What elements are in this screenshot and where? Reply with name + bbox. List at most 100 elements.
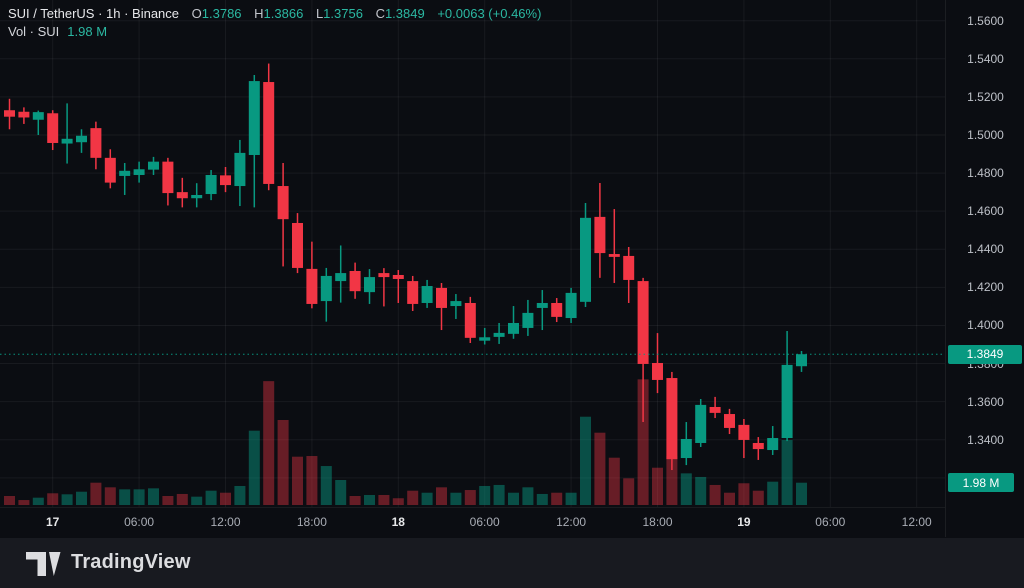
candle-body bbox=[695, 404, 707, 443]
candle-body bbox=[652, 362, 663, 380]
candle-body bbox=[724, 414, 735, 428]
volume-bar bbox=[104, 487, 116, 505]
candle-body bbox=[536, 302, 548, 308]
candle-body bbox=[738, 424, 750, 440]
volume-bar bbox=[637, 379, 649, 505]
time-tick-label: 06:00 bbox=[815, 515, 846, 529]
candle-body bbox=[522, 312, 534, 328]
chart-pane[interactable]: SUI / TetherUS · 1h · Binance O1.3786 H1… bbox=[0, 0, 945, 507]
candle-body bbox=[133, 169, 145, 175]
candle-body bbox=[666, 378, 678, 460]
candle-body bbox=[580, 217, 591, 302]
candle-body bbox=[162, 161, 174, 194]
price-tick-label: 1.4600 bbox=[967, 204, 1004, 219]
time-tick-label: 18 bbox=[391, 515, 405, 529]
volume-bar bbox=[695, 476, 707, 505]
volume-bar bbox=[306, 456, 318, 505]
candle-body bbox=[594, 216, 606, 254]
volume-bar bbox=[76, 491, 87, 505]
price-tick-label: 1.4400 bbox=[967, 242, 1004, 257]
volume-bar bbox=[119, 489, 131, 505]
footer-bar: TradingView bbox=[0, 537, 1024, 588]
volume-badge: 1.98 M bbox=[948, 473, 1014, 493]
price-axis[interactable]: 1.32001.34001.36001.38001.40001.42001.44… bbox=[945, 0, 1024, 537]
volume-bar bbox=[580, 416, 591, 505]
volume-bar bbox=[796, 482, 807, 505]
close-label: C bbox=[375, 6, 385, 21]
volume-bar bbox=[450, 492, 462, 505]
chart-legend: SUI / TetherUS · 1h · Binance O1.3786 H1… bbox=[8, 5, 541, 41]
tradingview-link[interactable]: TradingView bbox=[25, 549, 191, 577]
volume-bar bbox=[32, 497, 44, 505]
change-value: +0.0063 (+0.46%) bbox=[437, 6, 542, 21]
price-tick-label: 1.5400 bbox=[967, 51, 1004, 66]
candle-body bbox=[47, 113, 59, 143]
volume-bar bbox=[508, 492, 519, 505]
legend-volume-row: Vol · SUI 1.98 M bbox=[8, 23, 541, 41]
volume-bar bbox=[407, 490, 419, 505]
volume-bar bbox=[349, 495, 361, 505]
candle-body bbox=[277, 186, 289, 220]
volume-bar bbox=[4, 495, 15, 505]
price-tick-label: 1.4800 bbox=[967, 166, 1004, 181]
candle-body bbox=[637, 281, 649, 364]
volume-bar bbox=[234, 485, 246, 505]
candle-body bbox=[320, 275, 332, 302]
candle-body bbox=[248, 81, 260, 155]
volume-bar bbox=[436, 487, 447, 505]
price-tick-label: 1.5600 bbox=[967, 13, 1004, 28]
volume-bar bbox=[90, 482, 102, 505]
close-value: 1.3849 bbox=[384, 6, 425, 21]
time-tick-label: 17 bbox=[46, 515, 60, 529]
low-label: L bbox=[315, 6, 324, 21]
volume-bar bbox=[378, 494, 390, 505]
candle-body bbox=[306, 268, 318, 304]
candle-body bbox=[205, 174, 217, 195]
volume-bar bbox=[320, 466, 332, 505]
candle-body bbox=[335, 273, 347, 282]
candlestick-chart[interactable] bbox=[0, 0, 945, 507]
volume-bar bbox=[608, 457, 620, 505]
volume-bar bbox=[709, 484, 721, 505]
candle-body bbox=[4, 110, 15, 117]
candle-body bbox=[18, 111, 30, 118]
time-tick-label: 12:00 bbox=[556, 515, 587, 529]
time-axis[interactable]: 17 06:00 12:00 18:00 18 06:00 12:00 18:00 19 06:0… bbox=[0, 507, 1024, 538]
volume-bar bbox=[277, 419, 289, 505]
volume-bar bbox=[364, 494, 375, 505]
volume-bar bbox=[205, 490, 217, 505]
candle-body bbox=[421, 286, 433, 303]
volume-bar bbox=[522, 487, 534, 505]
candle-body bbox=[364, 277, 375, 293]
volume-bar bbox=[781, 440, 793, 505]
volume-bar bbox=[767, 481, 779, 505]
candle-body bbox=[191, 194, 203, 199]
candle-body bbox=[392, 274, 404, 279]
time-tick-label: 12:00 bbox=[901, 515, 932, 529]
volume-bar bbox=[680, 473, 692, 505]
symbol-title[interactable]: SUI / TetherUS · 1h · Binance bbox=[8, 6, 180, 21]
candle-body bbox=[349, 270, 361, 292]
open-value: 1.3786 bbox=[201, 6, 242, 21]
candle-body bbox=[378, 273, 390, 278]
volume-bar bbox=[724, 492, 735, 505]
volume-bar bbox=[551, 492, 563, 505]
candle-body bbox=[781, 364, 793, 439]
candle-body bbox=[464, 302, 476, 338]
volume-bar bbox=[652, 467, 663, 505]
volume-bar bbox=[47, 493, 59, 505]
candle-body bbox=[796, 354, 807, 367]
candle-body bbox=[565, 292, 577, 319]
volume-bar bbox=[536, 493, 548, 505]
volume-bar bbox=[61, 494, 73, 505]
time-tick-label: 18:00 bbox=[642, 515, 673, 529]
volume-bar bbox=[479, 485, 491, 505]
candle-body bbox=[450, 301, 462, 307]
candle-body bbox=[104, 157, 116, 183]
candle-body bbox=[234, 152, 246, 187]
candle-body bbox=[32, 112, 44, 120]
price-tick-label: 1.5200 bbox=[967, 89, 1004, 104]
candle-body bbox=[752, 442, 764, 450]
candle-body bbox=[407, 281, 419, 304]
